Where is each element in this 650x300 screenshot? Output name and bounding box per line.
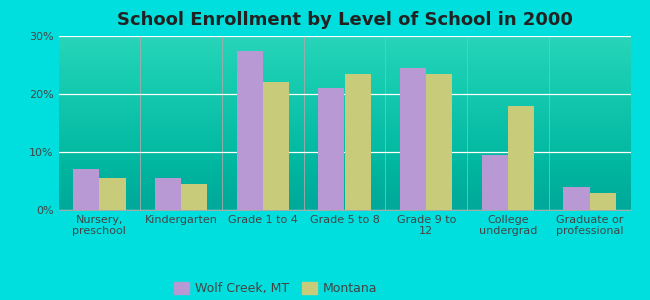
Legend: Wolf Creek, MT, Montana: Wolf Creek, MT, Montana: [174, 282, 378, 296]
Bar: [344, 74, 370, 210]
Bar: [564, 187, 590, 210]
Title: School Enrollment by Level of School in 2000: School Enrollment by Level of School in …: [116, 11, 573, 29]
Bar: [99, 178, 125, 210]
Bar: [263, 82, 289, 210]
Bar: [237, 50, 263, 210]
Bar: [400, 68, 426, 210]
Bar: [590, 193, 616, 210]
Bar: [482, 155, 508, 210]
Bar: [181, 184, 207, 210]
Bar: [318, 88, 344, 210]
Bar: [73, 169, 99, 210]
Bar: [508, 106, 534, 210]
Bar: [155, 178, 181, 210]
Bar: [426, 74, 452, 210]
